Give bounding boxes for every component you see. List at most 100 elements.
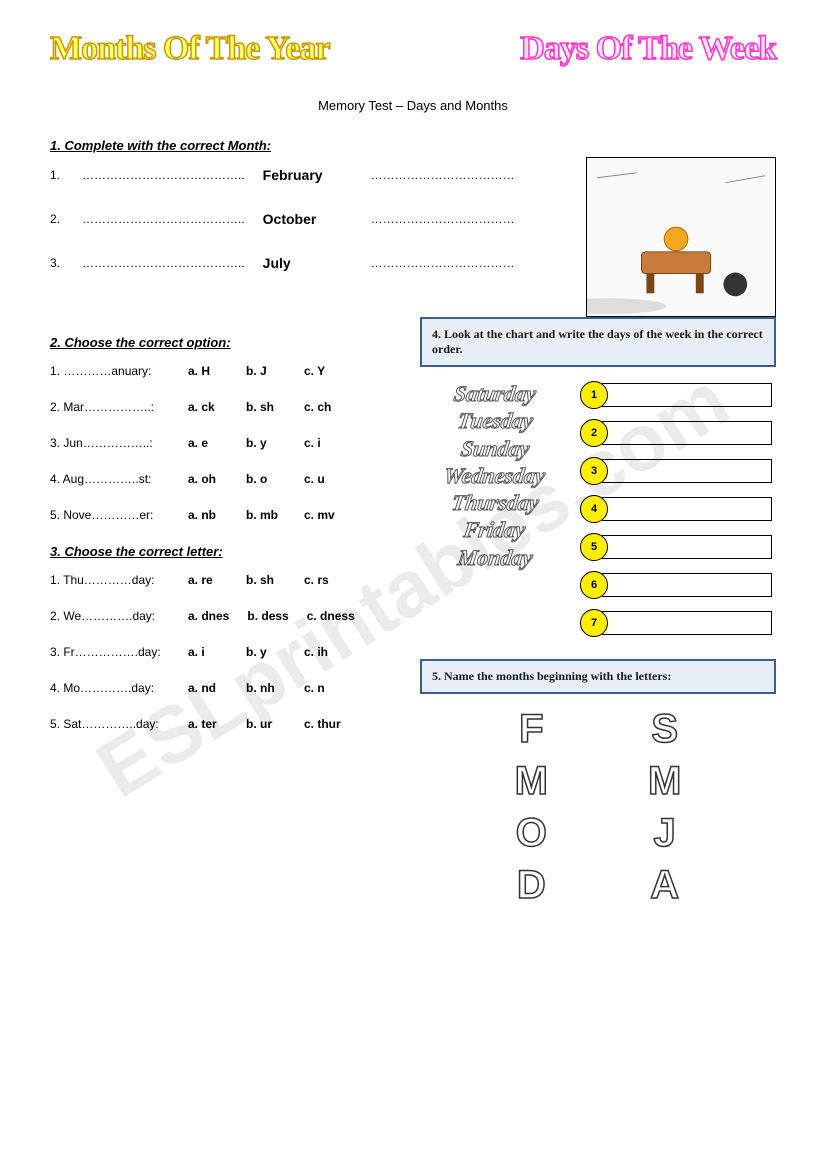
opt-a[interactable]: a. re [188, 573, 228, 587]
subtitle: Memory Test – Days and Months [50, 98, 776, 113]
opt-question: 2. We………….day: [50, 609, 180, 623]
blank-before[interactable]: ………………………………….. [82, 168, 245, 182]
opt-question: 4. Mo………….day: [50, 681, 180, 695]
opt-c[interactable]: c. i [304, 436, 344, 450]
blank-before[interactable]: ………………………………….. [82, 256, 245, 270]
opt-c[interactable]: c. rs [304, 573, 344, 587]
opt-c[interactable]: c. thur [304, 717, 344, 731]
number-circle: 3 [580, 457, 608, 485]
number-circle: 7 [580, 609, 608, 637]
opt-c[interactable]: c. n [304, 681, 344, 695]
answer-slot[interactable] [602, 383, 772, 407]
opt-row: 4. Mo………….day: a. nd b. nh c. n [50, 681, 400, 695]
opt-a[interactable]: a. nd [188, 681, 228, 695]
answer-slot[interactable] [602, 535, 772, 559]
opt-b[interactable]: b. mb [246, 508, 286, 522]
opt-question: 4. Aug…………..st: [50, 472, 180, 486]
section5-title-box: 5. Name the months beginning with the le… [420, 659, 776, 694]
opt-a[interactable]: a. dnes [188, 609, 229, 623]
number-circle: 6 [580, 571, 608, 599]
opt-row: 5. Sat…………..day: a. terb. urc. thur [50, 717, 400, 731]
opt-b[interactable]: b. nh [246, 681, 286, 695]
section4-title-box: 4. Look at the chart and write the days … [420, 317, 776, 367]
opt-b[interactable]: b. sh [246, 573, 286, 587]
month-label: February [263, 167, 353, 183]
opt-row: 1. Thu…………day: a. re b. sh c. rs [50, 573, 400, 587]
opt-c[interactable]: c. dness [307, 609, 355, 623]
letters-row: F M O D S M J A [420, 708, 776, 906]
order-row: 7 [580, 609, 772, 637]
opt-a[interactable]: a. ter [188, 717, 228, 731]
q1-num: 2. [50, 212, 64, 226]
section1-title: 1. Complete with the correct Month: [50, 138, 776, 153]
title-days: Days Of The Week [520, 30, 776, 68]
opt-c[interactable]: c. mv [304, 508, 344, 522]
opt-row: 3. Jun……………..: a. e b. y c. i [50, 436, 400, 450]
opt-b[interactable]: b. J [246, 364, 286, 378]
day-word: Friday [463, 517, 528, 542]
opt-b[interactable]: b. o [246, 472, 286, 486]
day-word: Monday [456, 545, 534, 570]
section3-title: 3. Choose the correct letter: [50, 544, 400, 559]
section1-body: 1. ………………………………….. February ………………………………… [50, 167, 776, 317]
letters-col-2: S M J A [648, 708, 681, 906]
opt-row: 4. Aug…………..st: a. oh b. o c. u [50, 472, 400, 486]
outline-letter: M [648, 760, 681, 802]
days-block: Saturday Tuesday Sunday Wednesday Thursd… [420, 381, 776, 637]
blank-after[interactable]: ……………………………… [371, 168, 515, 182]
days-wordart: Saturday Tuesday Sunday Wednesday Thursd… [420, 381, 570, 637]
opt-a[interactable]: a. ck [188, 400, 228, 414]
outline-letter: O [516, 812, 547, 854]
q1-row: 2. ………………………………….. October ……………………………… [50, 211, 586, 227]
blank-before[interactable]: ………………………………….. [82, 212, 245, 226]
title-months: Months Of The Year [50, 30, 330, 68]
opt-a[interactable]: a. oh [188, 472, 228, 486]
blank-after[interactable]: ……………………………… [371, 256, 515, 270]
order-row: 4 [580, 495, 772, 523]
opt-row: 1. …………anuary: a. Hb. Jc. Y [50, 364, 400, 378]
q1-row: 1. ………………………………….. February ……………………………… [50, 167, 586, 183]
answer-slot[interactable] [602, 497, 772, 521]
outline-letter: M [515, 760, 548, 802]
opt-b[interactable]: b. sh [246, 400, 286, 414]
answer-slot[interactable] [602, 573, 772, 597]
q1-row: 3. ………………………………….. July ……………………………… [50, 255, 586, 271]
order-row: 5 [580, 533, 772, 561]
month-label: July [263, 255, 353, 271]
day-word: Tuesday [456, 408, 535, 433]
opt-a[interactable]: a. H [188, 364, 228, 378]
order-list: 1 2 3 4 5 6 7 [580, 381, 772, 637]
opt-a[interactable]: a. e [188, 436, 228, 450]
opt-question: 1. Thu…………day: [50, 573, 180, 587]
letters-col-1: F M O D [515, 708, 548, 906]
number-circle: 2 [580, 419, 608, 447]
opt-question: 3. Jun……………..: [50, 436, 180, 450]
opt-c[interactable]: c. ih [304, 645, 344, 659]
day-word: Sunday [459, 436, 531, 461]
opt-row: 2. We………….day: a. dnes b. dess c. dness [50, 609, 400, 623]
opt-a[interactable]: a. i [188, 645, 228, 659]
month-label: October [263, 211, 353, 227]
opt-b[interactable]: b. dess [247, 609, 288, 623]
opt-b[interactable]: b. y [246, 436, 286, 450]
order-row: 6 [580, 571, 772, 599]
blank-after[interactable]: ……………………………… [371, 212, 515, 226]
answer-slot[interactable] [602, 459, 772, 483]
answer-slot[interactable] [602, 611, 772, 635]
opt-row: 5. Nove…………er: a. nbb. mbc. mv [50, 508, 400, 522]
order-row: 3 [580, 457, 772, 485]
opt-a[interactable]: a. nb [188, 508, 228, 522]
opt-b[interactable]: b. ur [246, 717, 286, 731]
opt-c[interactable]: c. Y [304, 364, 344, 378]
order-row: 1 [580, 381, 772, 409]
opt-b[interactable]: b. y [246, 645, 286, 659]
header: Months Of The Year Days Of The Week [50, 30, 776, 68]
opt-row: 2. Mar……………..: a. ckb. shc. ch [50, 400, 400, 414]
q1-num: 3. [50, 256, 64, 270]
number-circle: 1 [580, 381, 608, 409]
answer-slot[interactable] [602, 421, 772, 445]
opt-c[interactable]: c. ch [304, 400, 344, 414]
outline-letter: F [519, 708, 543, 750]
opt-c[interactable]: c. u [304, 472, 344, 486]
day-word: Wednesday [443, 463, 548, 488]
